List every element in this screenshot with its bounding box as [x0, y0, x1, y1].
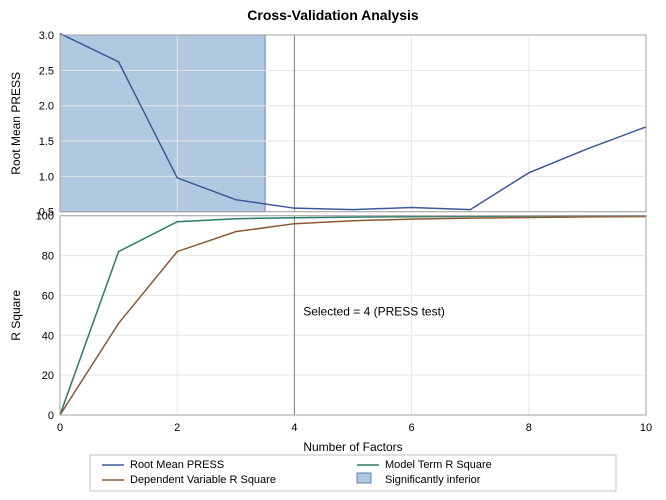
y-tick-label: 20 [42, 370, 54, 382]
y-tick-label: 60 [42, 290, 54, 302]
y-tick-label: 2.5 [39, 65, 54, 77]
y-tick-label: 3.0 [39, 30, 54, 42]
y-tick-label: 80 [42, 251, 54, 263]
chart-root: Cross-Validation Analysis0.51.01.52.02.5… [0, 0, 666, 500]
x-tick-label: 0 [57, 422, 63, 434]
legend-label: Model Term R Square [385, 459, 492, 471]
top-y-axis-label: Root Mean PRESS [9, 72, 23, 175]
legend-label: Root Mean PRESS [130, 459, 224, 471]
legend: Root Mean PRESS Model Term R Square Depend… [90, 455, 616, 491]
y-tick-label: 40 [42, 330, 54, 342]
top-panel: 0.51.01.52.02.53.0Root Mean PRESS [9, 30, 646, 219]
x-tick-label: 10 [640, 422, 652, 434]
x-axis: 0 2 4 6 8 10 Number of Factors [57, 422, 652, 454]
x-tick-label: 8 [526, 422, 532, 434]
x-axis-label: Number of Factors [303, 440, 402, 454]
significantly-inferior-region [60, 35, 265, 212]
legend-label: Dependent Variable R Square [130, 474, 276, 486]
legend-swatch-sample [357, 473, 371, 483]
x-tick-label: 2 [174, 422, 180, 434]
chart-svg: Cross-Validation Analysis0.51.01.52.02.5… [0, 0, 666, 500]
y-tick-label: 0 [48, 410, 54, 422]
y-tick-label: 100 [36, 211, 54, 223]
bottom-y-axis-label: R Square [9, 290, 23, 341]
y-tick-label: 1.5 [39, 136, 54, 148]
y-tick-label: 2.0 [39, 101, 54, 113]
chart-title: Cross-Validation Analysis [247, 7, 419, 23]
x-tick-label: 6 [409, 422, 415, 434]
selected-annotation: Selected = 4 (PRESS test) [303, 304, 445, 318]
bottom-panel: Selected = 4 (PRESS test) 0 20 40 60 80 100 R S… [9, 211, 646, 422]
y-tick-label: 1.0 [39, 171, 54, 183]
x-tick-label: 4 [291, 422, 297, 434]
legend-label: Significantly inferior [385, 474, 481, 486]
